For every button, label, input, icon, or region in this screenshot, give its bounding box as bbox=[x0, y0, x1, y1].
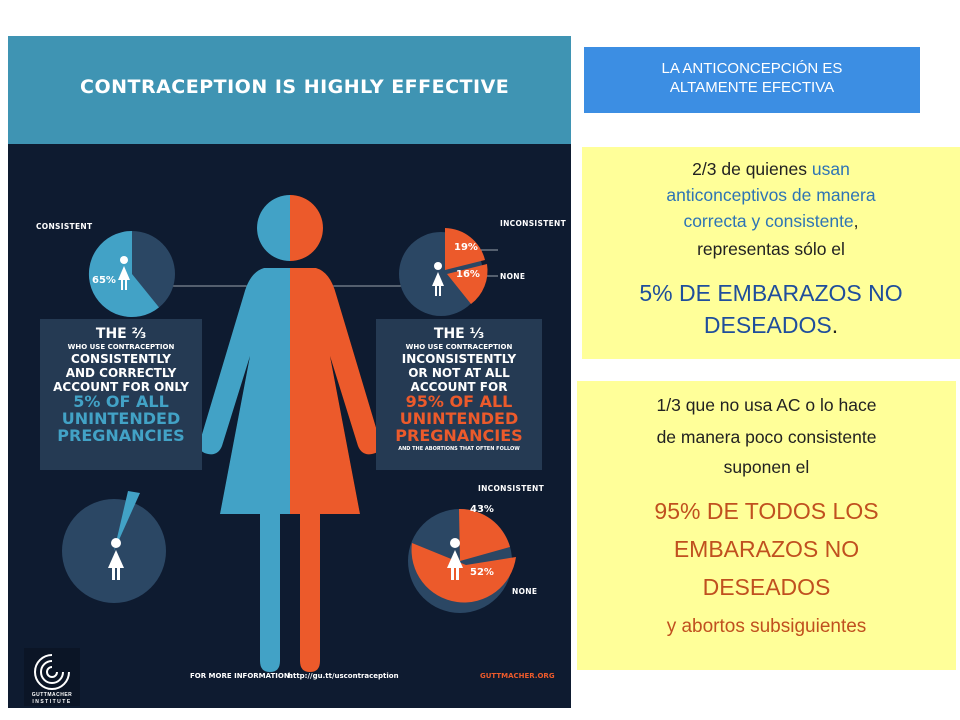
footer-url: http://gu.tt/uscontraception bbox=[288, 672, 399, 680]
box-line: AND CORRECTLY bbox=[65, 366, 177, 380]
box-line: CONSISTENTLY bbox=[71, 352, 171, 366]
logo-text: GUTTMACHER bbox=[31, 692, 73, 698]
box2-big-line2: EMBARAZOS NO bbox=[673, 536, 860, 562]
text-plain: . bbox=[831, 312, 839, 338]
box1-big-line1: 5% DE EMBARAZOS NO bbox=[639, 280, 903, 306]
pie-slice-small bbox=[114, 491, 140, 551]
spanish-heading-box: LA ANTICONCEPCIÓN ES ALTAMENTE EFECTIVA bbox=[584, 47, 920, 113]
percent-inconsistent-bottom: 43% bbox=[470, 504, 494, 515]
infographic-header: CONTRACEPTION IS HIGHLY EFFECTIVE bbox=[8, 36, 571, 144]
percent-inconsistent-top: 19% bbox=[454, 242, 478, 253]
footer-site: GUTTMACHER.ORG bbox=[480, 672, 555, 680]
percent-none-top: 16% bbox=[456, 269, 480, 280]
contraception-infographic: CONTRACEPTION IS HIGHLY EFFECTIVE bbox=[8, 36, 571, 708]
box2-big-line1: 95% DE TODOS LOS bbox=[654, 498, 879, 524]
box2-tail: y abortos subsiguientes bbox=[666, 616, 867, 637]
pie-slice-inconsistent bbox=[459, 508, 510, 561]
label-none-bottom: NONE bbox=[512, 587, 538, 596]
one-third-text-box: 1/3 que no usa AC o lo hace de manera po… bbox=[577, 381, 956, 670]
stat-box-one-third: THE ⅓ WHO USE CONTRACEPTION INCONSISTENT… bbox=[376, 319, 542, 470]
box-line: ACCOUNT FOR bbox=[410, 380, 508, 394]
box1-line2: anticonceptivos de manera bbox=[666, 185, 876, 205]
box1-line3: correcta y consistente, bbox=[582, 209, 960, 233]
box-line: WHO USE CONTRACEPTION bbox=[405, 343, 513, 351]
box-footnote: AND THE ABORTIONS THAT OFTEN FOLLOW bbox=[398, 446, 520, 452]
logo-text: INSTITUTE bbox=[32, 699, 72, 705]
top-right-pie bbox=[399, 228, 488, 316]
box2-big-line3: DESEADOS bbox=[702, 574, 831, 600]
box2-line3: suponen el bbox=[723, 457, 810, 477]
woman-figure-orange-half bbox=[290, 195, 381, 672]
woman-icon bbox=[108, 538, 124, 580]
box-highlight: 5% OF ALL bbox=[73, 392, 169, 411]
box1-big-line2: DESEADOS. bbox=[582, 309, 960, 341]
box-line: ACCOUNT FOR ONLY bbox=[53, 380, 189, 394]
percent-none-bottom: 52% bbox=[470, 567, 494, 578]
box1-line1: 2/3 de quienes usan bbox=[582, 157, 960, 181]
infographic-title: CONTRACEPTION IS HIGHLY EFFECTIVE bbox=[80, 76, 510, 98]
top-left-pie bbox=[88, 230, 175, 317]
box-line: OR NOT AT ALL bbox=[408, 366, 510, 380]
pie-slice-none bbox=[411, 543, 516, 603]
box-highlight: PREGNANCIES bbox=[57, 426, 185, 445]
stat-box-two-thirds: THE ⅔ WHO USE CONTRACEPTION CONSISTENTLY… bbox=[40, 319, 202, 470]
text-plain: 2/3 de quienes bbox=[692, 159, 807, 179]
box-fraction: THE ⅓ bbox=[433, 326, 485, 342]
infographic-graphics bbox=[62, 195, 516, 672]
box-highlight: UNINTENDED bbox=[61, 409, 181, 428]
text-big: DESEADOS bbox=[703, 312, 832, 338]
bottom-left-pie bbox=[62, 491, 166, 603]
box-highlight: PREGNANCIES bbox=[395, 426, 523, 445]
box-highlight: UNINTENDED bbox=[399, 409, 519, 428]
box-line: WHO USE CONTRACEPTION bbox=[67, 343, 175, 351]
label-none-top: NONE bbox=[500, 272, 526, 281]
box2-line2: de manera poco consistente bbox=[656, 427, 877, 447]
footer-info-label: FOR MORE INFORMATION: bbox=[190, 672, 293, 680]
pie-slice-none bbox=[447, 264, 488, 304]
bottom-right-pie bbox=[408, 508, 516, 613]
woman-icon bbox=[432, 262, 444, 296]
text-highlight: correcta y consistente bbox=[683, 211, 854, 231]
heading-line: ALTAMENTE EFECTIVA bbox=[669, 79, 835, 96]
percent-consistent: 65% bbox=[92, 275, 116, 286]
box1-line4: representas sólo el bbox=[697, 239, 845, 259]
text-plain: , bbox=[853, 211, 859, 231]
woman-icon bbox=[447, 538, 463, 580]
logo-mark-icon bbox=[34, 654, 74, 690]
text-highlight: usan bbox=[811, 159, 850, 179]
label-inconsistent-top: INCONSISTENT bbox=[500, 219, 567, 228]
heading-line: LA ANTICONCEPCIÓN ES bbox=[661, 60, 843, 77]
label-inconsistent-bottom: INCONSISTENT bbox=[478, 484, 545, 493]
two-thirds-text-box: 2/3 de quienes usan anticonceptivos de m… bbox=[582, 147, 960, 359]
box-line: INCONSISTENTLY bbox=[401, 352, 517, 366]
pie-slice-inconsistent bbox=[445, 228, 485, 270]
box-fraction: THE ⅔ bbox=[95, 326, 147, 342]
woman-icon bbox=[118, 256, 130, 290]
label-consistent: CONSISTENT bbox=[36, 222, 93, 231]
box2-line1: 1/3 que no usa AC o lo hace bbox=[656, 395, 877, 415]
guttmacher-logo: GUTTMACHER INSTITUTE bbox=[24, 648, 80, 706]
box-highlight: 95% OF ALL bbox=[405, 392, 513, 411]
